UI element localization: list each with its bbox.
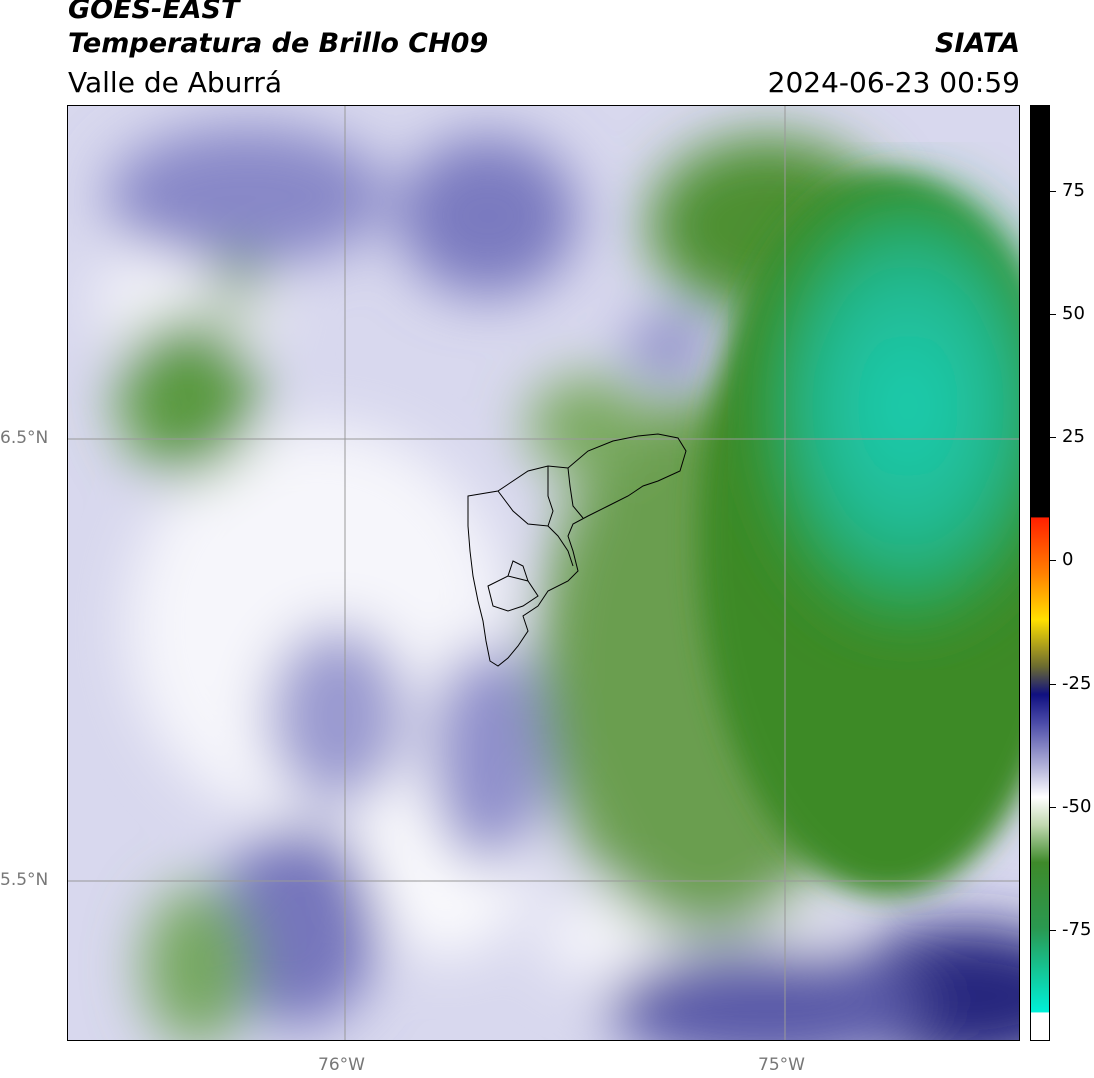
lat-label-5-5n: 5.5°N [0,870,49,890]
colorbar-tick [1050,191,1056,192]
colorbar-label-minus75: -75 [1062,919,1092,940]
colorbar-tick [1050,930,1056,931]
colorbar-tick [1050,437,1056,438]
product-title: Temperatura de Brillo CH09 [68,28,489,59]
region-subtitle: Valle de Aburrá [68,66,283,99]
org-label: SIATA [934,28,1020,59]
colorbar-label-75: 75 [1062,180,1085,201]
map-raster [68,106,1019,1040]
colorbar-tick [1050,560,1056,561]
datetime-label: 2024-06-23 00:59 [767,66,1020,99]
colorbar-label-0: 0 [1062,549,1074,570]
satellite-title: GOES-EAST [68,0,240,25]
colorbar-label-minus25: -25 [1062,673,1092,694]
municipality-boundaries [467,433,687,667]
colorbar-label-minus50: -50 [1062,796,1092,817]
brightness-temperature-map[interactable] [67,105,1020,1041]
lon-label-76w: 76°W [318,1055,365,1075]
colorbar-tick [1050,314,1056,315]
colorbar-tick [1050,807,1056,808]
colorbar-tick [1050,684,1056,685]
colorbar-label-25: 25 [1062,426,1085,447]
lat-label-6-5n: 6.5°N [0,428,49,448]
colorbar-label-50: 50 [1062,303,1085,324]
lon-label-75w: 75°W [758,1055,805,1075]
colorbar [1030,105,1050,1041]
